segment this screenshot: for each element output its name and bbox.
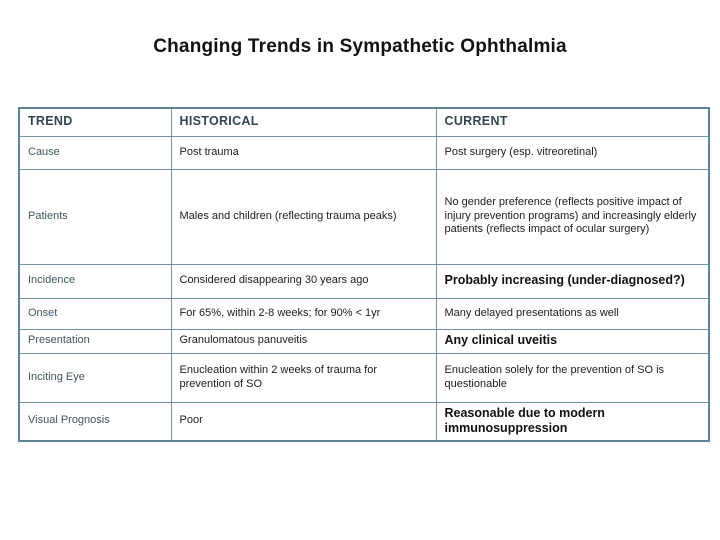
cell-trend: Visual Prognosis — [18, 401, 172, 442]
cell-trend: Presentation — [18, 328, 172, 354]
cell-historical: Males and children (reflecting trauma pe… — [170, 168, 437, 265]
cell-historical: Poor — [170, 401, 437, 442]
table-row: Patients Males and children (reflecting … — [18, 168, 710, 265]
cell-historical: Granulomatous panuveitis — [170, 328, 437, 354]
cell-current: Enucleation solely for the prevention of… — [435, 352, 710, 403]
cell-historical: Considered disappearing 30 years ago — [170, 263, 437, 299]
cell-historical: Post trauma — [170, 135, 437, 170]
table-row: Cause Post trauma Post surgery (esp. vit… — [18, 135, 710, 170]
table-header-row: TREND HISTORICAL CURRENT — [18, 107, 710, 137]
trends-table: TREND HISTORICAL CURRENT Cause Post trau… — [18, 107, 710, 442]
table-row: Presentation Granulomatous panuveitis An… — [18, 328, 710, 354]
cell-current: Post surgery (esp. vitreoretinal) — [435, 135, 710, 170]
cell-trend: Onset — [18, 297, 172, 330]
cell-trend: Patients — [18, 168, 172, 265]
cell-current: Reasonable due to modern immunosuppressi… — [435, 401, 710, 442]
table-row: Onset For 65%, within 2-8 weeks; for 90%… — [18, 297, 710, 330]
cell-trend: Incidence — [18, 263, 172, 299]
table-row: Incidence Considered disappearing 30 yea… — [18, 263, 710, 299]
table-row: Visual Prognosis Poor Reasonable due to … — [18, 401, 710, 442]
cell-current: Many delayed presentations as well — [435, 297, 710, 330]
cell-current: Probably increasing (under-diagnosed?) — [435, 263, 710, 299]
slide-title: Changing Trends in Sympathetic Ophthalmi… — [153, 36, 567, 57]
table-row: Inciting Eye Enucleation within 2 weeks … — [18, 352, 710, 403]
cell-current: No gender preference (reflects positive … — [435, 168, 710, 265]
cell-current: Any clinical uveitis — [435, 328, 710, 354]
column-header-historical: HISTORICAL — [170, 107, 437, 137]
cell-historical: For 65%, within 2-8 weeks; for 90% < 1yr — [170, 297, 437, 330]
cell-trend: Cause — [18, 135, 172, 170]
column-header-trend: TREND — [18, 107, 172, 137]
cell-trend: Inciting Eye — [18, 352, 172, 403]
cell-historical: Enucleation within 2 weeks of trauma for… — [170, 352, 437, 403]
column-header-current: CURRENT — [435, 107, 710, 137]
